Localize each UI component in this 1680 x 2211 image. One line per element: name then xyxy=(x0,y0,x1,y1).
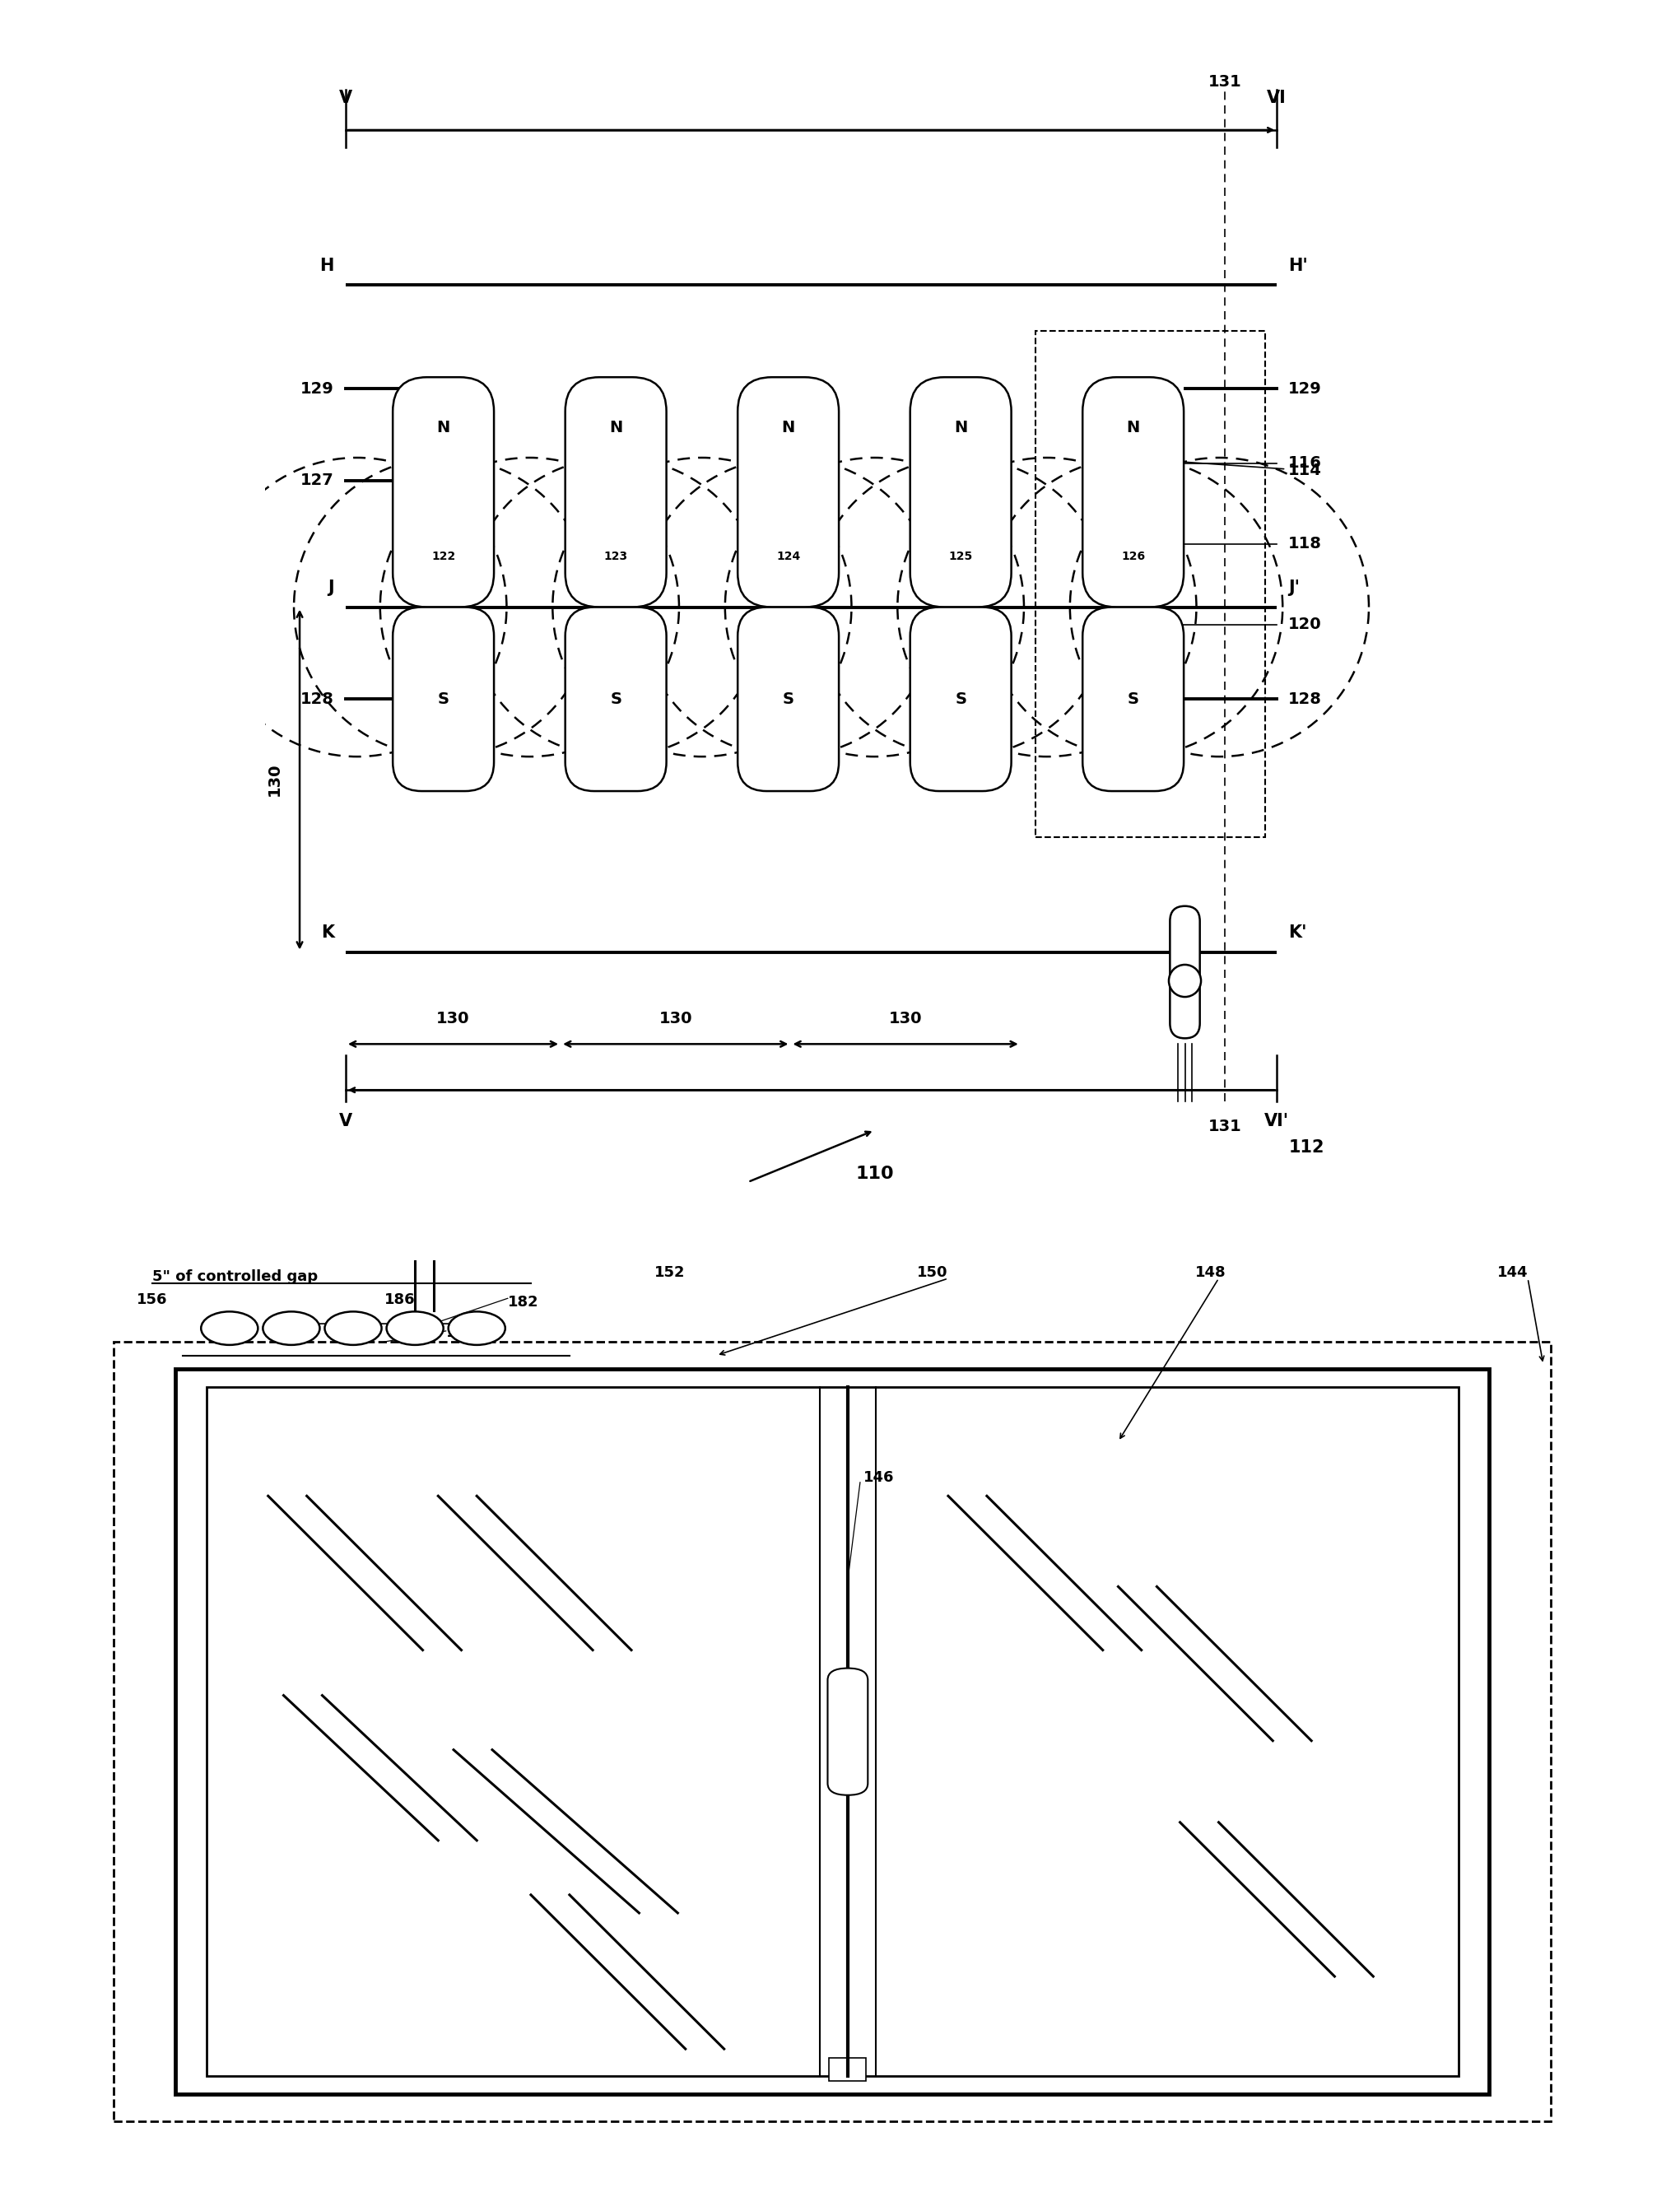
Circle shape xyxy=(202,1311,259,1344)
FancyBboxPatch shape xyxy=(393,608,494,792)
Text: 146: 146 xyxy=(864,1470,894,1486)
Text: 130: 130 xyxy=(437,1010,470,1026)
Text: V: V xyxy=(339,91,353,106)
Text: 5" of controlled gap: 5" of controlled gap xyxy=(153,1269,318,1285)
Text: 130: 130 xyxy=(659,1010,692,1026)
FancyBboxPatch shape xyxy=(911,378,1011,608)
FancyBboxPatch shape xyxy=(564,608,667,792)
Circle shape xyxy=(386,1311,444,1344)
FancyBboxPatch shape xyxy=(564,378,667,608)
Text: 144: 144 xyxy=(1497,1265,1527,1280)
Text: N: N xyxy=(437,420,450,436)
Text: S: S xyxy=(783,692,795,708)
Text: 156: 156 xyxy=(136,1291,168,1307)
Text: N: N xyxy=(954,420,968,436)
Text: S: S xyxy=(954,692,966,708)
Bar xyxy=(1035,332,1265,838)
Text: 129: 129 xyxy=(1289,380,1322,396)
Text: H': H' xyxy=(1289,256,1309,274)
Text: 120: 120 xyxy=(1289,617,1322,632)
Text: 112: 112 xyxy=(1289,1139,1324,1156)
Text: 182: 182 xyxy=(507,1296,539,1309)
Text: 130: 130 xyxy=(889,1010,922,1026)
Text: 131: 131 xyxy=(1208,1119,1242,1134)
Text: S: S xyxy=(610,692,622,708)
FancyBboxPatch shape xyxy=(738,608,838,792)
Bar xyxy=(830,2058,867,2081)
Bar xyxy=(175,1369,1488,2094)
Text: 186: 186 xyxy=(385,1291,415,1307)
Text: N: N xyxy=(1127,420,1139,436)
Text: 123: 123 xyxy=(603,551,628,562)
Text: 124: 124 xyxy=(776,551,800,562)
Circle shape xyxy=(262,1311,319,1344)
Text: 150: 150 xyxy=(917,1265,948,1280)
Text: K: K xyxy=(321,924,334,940)
Circle shape xyxy=(1169,964,1201,997)
Circle shape xyxy=(324,1311,381,1344)
Text: J: J xyxy=(328,579,334,595)
Text: 125: 125 xyxy=(949,551,973,562)
Text: 148: 148 xyxy=(1196,1265,1226,1280)
Text: K': K' xyxy=(1289,924,1307,940)
FancyBboxPatch shape xyxy=(1169,907,1200,1039)
Text: J': J' xyxy=(1289,579,1300,595)
Text: 118: 118 xyxy=(1289,535,1322,553)
Text: 129: 129 xyxy=(301,380,334,396)
Text: 110: 110 xyxy=(855,1165,894,1183)
FancyBboxPatch shape xyxy=(738,378,838,608)
Text: 127: 127 xyxy=(301,473,334,489)
Text: 130: 130 xyxy=(267,763,282,796)
Text: 128: 128 xyxy=(301,692,334,708)
Text: S: S xyxy=(437,692,449,708)
Text: S: S xyxy=(1127,692,1139,708)
Text: 126: 126 xyxy=(1121,551,1146,562)
FancyBboxPatch shape xyxy=(911,608,1011,792)
Text: N: N xyxy=(610,420,623,436)
Text: V: V xyxy=(339,1112,353,1130)
Text: 114: 114 xyxy=(1126,455,1322,478)
Text: 154: 154 xyxy=(445,1327,477,1340)
FancyBboxPatch shape xyxy=(828,1667,869,1795)
Text: 131: 131 xyxy=(1208,75,1242,91)
Text: N: N xyxy=(781,420,795,436)
Text: 128: 128 xyxy=(1289,692,1322,708)
Text: VI: VI xyxy=(1267,91,1287,106)
Text: VI': VI' xyxy=(1265,1112,1289,1130)
FancyBboxPatch shape xyxy=(1082,378,1184,608)
FancyBboxPatch shape xyxy=(393,378,494,608)
Bar xyxy=(114,1342,1551,2123)
FancyBboxPatch shape xyxy=(1082,608,1184,792)
Circle shape xyxy=(449,1311,506,1344)
Text: 152: 152 xyxy=(655,1265,685,1280)
Text: 122: 122 xyxy=(432,551,455,562)
Text: H: H xyxy=(319,256,334,274)
Text: 116: 116 xyxy=(1289,455,1322,471)
Bar xyxy=(207,1386,1458,2076)
